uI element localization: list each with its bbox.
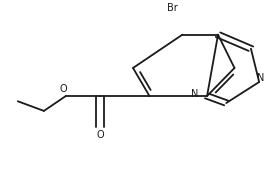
Text: N: N xyxy=(191,89,198,99)
Text: O: O xyxy=(96,130,104,140)
Text: N: N xyxy=(257,73,264,83)
Text: O: O xyxy=(59,84,67,94)
Text: Br: Br xyxy=(167,3,178,13)
